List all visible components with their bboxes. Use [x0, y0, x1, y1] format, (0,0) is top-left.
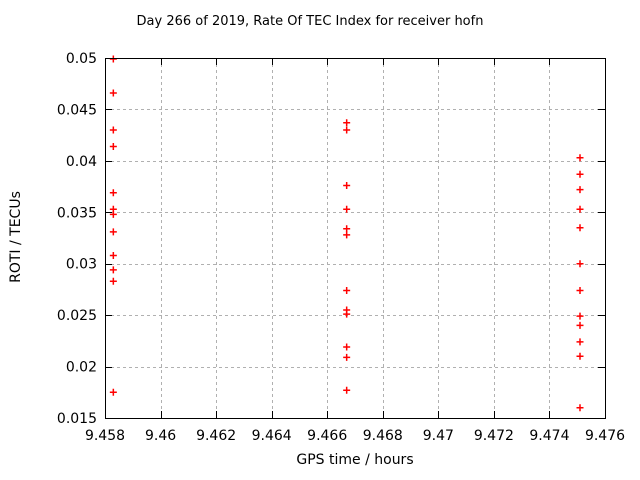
data-point-marker — [109, 266, 117, 274]
y-tick-label: 0.035 — [57, 205, 97, 221]
gridlines — [105, 58, 605, 418]
y-tick-labels: 0.015 0.02 0.025 0.03 0.035 0.04 0.045 0.05 — [57, 51, 97, 427]
y-tick-label: 0.02 — [66, 360, 97, 376]
data-point-marker — [343, 225, 351, 233]
data-point-marker — [576, 170, 584, 178]
y-tick-label: 0.015 — [57, 411, 97, 427]
x-tick-label: 9.46 — [145, 428, 176, 444]
data-point-marker — [343, 310, 351, 318]
x-tick-label: 9.468 — [363, 428, 403, 444]
data-point-marker — [343, 286, 351, 294]
data-point-marker — [576, 224, 584, 232]
data-point-marker — [109, 142, 117, 150]
x-axis-label: GPS time / hours — [296, 452, 414, 468]
x-tick-label: 9.464 — [252, 428, 292, 444]
y-tick-label: 0.045 — [57, 102, 97, 118]
data-point-marker — [576, 352, 584, 360]
x-tick-label: 9.462 — [196, 428, 236, 444]
data-point-marker — [343, 126, 351, 134]
data-point-marker — [343, 386, 351, 394]
data-point-marker — [109, 251, 117, 259]
data-point-marker — [109, 126, 117, 134]
y-tick-label: 0.025 — [57, 308, 97, 324]
x-tick-label: 9.466 — [307, 428, 347, 444]
tick-marks — [105, 58, 606, 419]
data-point-marker — [109, 210, 117, 218]
x-tick-label: 9.474 — [529, 428, 569, 444]
data-points — [109, 55, 584, 412]
data-point-marker — [576, 286, 584, 294]
data-point-marker — [576, 338, 584, 346]
data-point-marker — [343, 231, 351, 239]
data-point-marker — [343, 353, 351, 361]
chart-title: Day 266 of 2019, Rate Of TEC Index for r… — [136, 14, 484, 29]
data-point-marker — [576, 154, 584, 162]
x-tick-label: 9.458 — [85, 428, 125, 444]
data-point-marker — [343, 343, 351, 351]
data-point-marker — [109, 89, 117, 97]
data-point-marker — [343, 119, 351, 127]
data-point-marker — [109, 55, 117, 63]
data-point-marker — [576, 404, 584, 412]
y-tick-label: 0.03 — [66, 257, 97, 273]
x-tick-labels: 9.458 9.46 9.462 9.464 9.466 9.468 9.47 9.472 9.… — [85, 428, 625, 444]
y-tick-label: 0.05 — [66, 51, 97, 67]
data-point-marker — [109, 277, 117, 285]
data-point-marker — [109, 388, 117, 396]
data-point-marker — [109, 189, 117, 197]
x-tick-label: 9.472 — [474, 428, 514, 444]
data-point-marker — [576, 312, 584, 320]
x-tick-label: 9.47 — [423, 428, 454, 444]
x-tick-label: 9.476 — [585, 428, 625, 444]
plot-border — [105, 58, 606, 419]
data-point-marker — [343, 182, 351, 190]
data-point-marker — [576, 205, 584, 213]
data-point-marker — [343, 205, 351, 213]
y-tick-label: 0.04 — [66, 154, 97, 170]
data-point-marker — [576, 260, 584, 268]
data-point-marker — [576, 321, 584, 329]
data-point-marker — [576, 186, 584, 194]
data-point-marker — [109, 228, 117, 236]
